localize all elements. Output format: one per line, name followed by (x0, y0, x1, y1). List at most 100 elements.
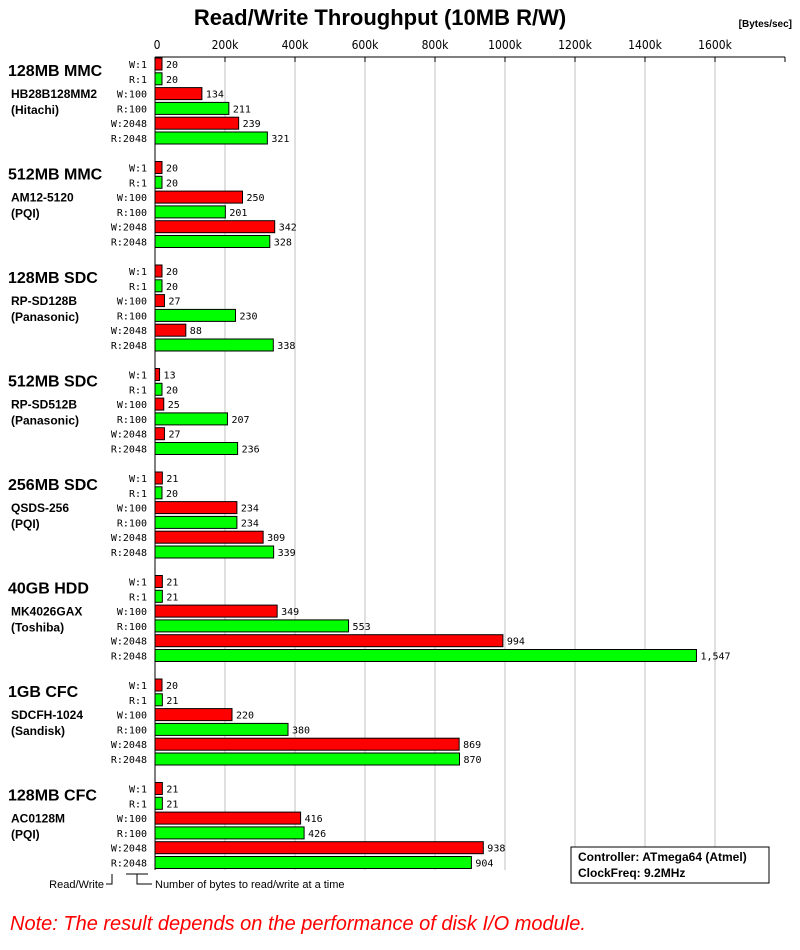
read-bar (154, 131, 268, 145)
device-group: 128MB CFC AC0128M (PQI) W:1 21 R:1 21 W:100 416 R… (8, 782, 505, 870)
x-tick-label: 400k (282, 38, 310, 52)
row-label: W:2048 (111, 119, 147, 130)
device-group: 512MB SDC RP-SD512B (Panasonic) W:1 13 R:1 20 W… (8, 368, 260, 456)
write-bar (154, 57, 163, 71)
value-label: 220 (236, 711, 254, 722)
row-label: R:100 (117, 415, 147, 426)
x-tick-label: 1600k (698, 38, 732, 52)
row-label: W:1 (129, 60, 147, 71)
value-label: 21 (166, 696, 178, 707)
row-label: R:1 (129, 592, 147, 603)
unit-label: [Bytes/sec] (739, 19, 792, 30)
value-label: 994 (507, 637, 525, 648)
value-label: 211 (233, 104, 251, 115)
row-label: R:2048 (111, 341, 147, 352)
write-bar (154, 471, 163, 485)
value-label: 20 (166, 60, 178, 71)
write-bar (154, 87, 203, 101)
read-bar (154, 412, 228, 426)
device-model: RP-SD128B (11, 294, 77, 308)
device-model: AC0128M (11, 812, 65, 826)
value-label: 20 (166, 385, 178, 396)
row-label: R:2048 (111, 652, 147, 663)
value-label: 230 (240, 311, 258, 322)
write-bar (154, 841, 484, 855)
row-label: W:1 (129, 164, 147, 175)
row-label: W:2048 (111, 326, 147, 337)
row-label: W:1 (129, 474, 147, 485)
value-label: 88 (190, 326, 202, 337)
x-tick-label: 800k (422, 38, 450, 52)
read-bar (154, 796, 163, 810)
device-maker: (Toshiba) (11, 621, 64, 635)
device-model: HB28B128MM2 (11, 87, 97, 101)
value-label: 27 (168, 430, 180, 441)
row-label: W:2048 (111, 740, 147, 751)
device-maker: (PQI) (11, 207, 40, 221)
row-label: R:1 (129, 282, 147, 293)
value-label: 239 (243, 119, 261, 130)
value-label: 416 (305, 814, 323, 825)
row-label: W:1 (129, 371, 147, 382)
row-label: W:100 (117, 90, 147, 101)
value-label: 869 (463, 740, 481, 751)
read-bar (154, 486, 163, 500)
row-label: W:1 (129, 681, 147, 692)
x-tick-label: 1200k (558, 38, 592, 52)
note-text: Note: The result depends on the performa… (10, 913, 586, 935)
read-bar (154, 856, 472, 869)
value-label: 13 (164, 371, 176, 382)
device-model: SDCFH-1024 (11, 708, 83, 722)
row-label: R:2048 (111, 238, 147, 249)
value-label: 20 (166, 178, 178, 189)
device-name: 128MB MMC (8, 63, 103, 80)
row-label: W:100 (117, 607, 147, 618)
row-label: W:100 (117, 814, 147, 825)
read-bar (154, 619, 350, 633)
value-label: 207 (231, 415, 249, 426)
chart-title: Read/Write Throughput (10MB R/W) (194, 5, 566, 30)
read-bar (154, 722, 289, 736)
info-box: Controller: ATmega64 (Atmel) ClockFreq: … (570, 846, 770, 884)
write-bar (154, 811, 302, 825)
device-name: 512MB SDC (8, 374, 98, 391)
row-label: W:1 (129, 578, 147, 589)
info-controller: Controller: ATmega64 (Atmel) (578, 850, 747, 864)
x-tick-label: 0 (154, 38, 161, 52)
row-label: R:1 (129, 799, 147, 810)
info-clock: ClockFreq: 9.2MHz (578, 866, 685, 880)
row-label: R:2048 (111, 445, 147, 456)
read-bar (154, 649, 697, 662)
value-label: 20 (166, 681, 178, 692)
value-label: 339 (278, 548, 296, 559)
x-tick-label: 200k (212, 38, 240, 52)
value-label: 21 (166, 474, 178, 485)
row-label: R:100 (117, 208, 147, 219)
write-bar (154, 575, 163, 588)
value-label: 1,547 (700, 652, 730, 663)
value-label: 328 (274, 238, 292, 249)
read-bar (154, 235, 271, 248)
value-label: 236 (242, 445, 260, 456)
value-label: 904 (475, 859, 493, 870)
row-label: W:100 (117, 711, 147, 722)
value-label: 20 (166, 164, 178, 175)
write-bar (154, 116, 240, 130)
row-label: R:1 (129, 696, 147, 707)
row-label: W:100 (117, 400, 147, 411)
read-bar (154, 279, 163, 293)
write-bar (154, 368, 161, 381)
device-name: 512MB MMC (8, 167, 103, 184)
value-label: 309 (267, 533, 285, 544)
value-label: 20 (166, 75, 178, 86)
row-label: R:100 (117, 311, 147, 322)
read-write-note: Read/Write (49, 879, 104, 891)
write-bar (154, 397, 165, 411)
write-bar (154, 264, 163, 278)
value-label: 27 (168, 297, 180, 308)
row-label: W:2048 (111, 637, 147, 648)
row-label: R:100 (117, 104, 147, 115)
row-label: W:1 (129, 785, 147, 796)
read-bar (154, 72, 163, 86)
